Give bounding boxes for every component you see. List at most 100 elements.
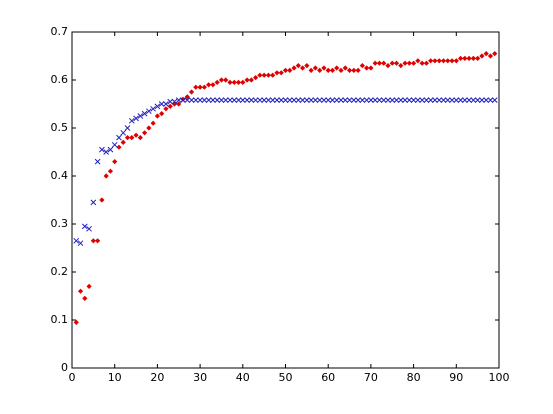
- x-marker: [244, 97, 250, 104]
- x-tick-label: 100: [489, 371, 510, 384]
- x-marker: [453, 97, 460, 104]
- diamond-marker: [342, 65, 348, 71]
- x-marker: [286, 97, 293, 104]
- diamond-marker: [270, 72, 276, 78]
- diamond-marker: [457, 55, 464, 61]
- diamond-marker: [265, 72, 272, 78]
- diamond-marker: [197, 84, 203, 90]
- diamond-marker: [278, 70, 284, 76]
- diamond-marker: [449, 58, 455, 64]
- diamond-marker: [355, 67, 361, 73]
- diamond-marker: [436, 58, 442, 64]
- x-marker: [397, 97, 404, 104]
- diamond-marker: [462, 55, 468, 61]
- x-marker: [338, 97, 344, 104]
- diamond-marker: [376, 60, 383, 66]
- diamond-marker: [282, 67, 289, 73]
- x-marker: [457, 97, 464, 104]
- x-marker: [81, 223, 88, 230]
- x-tick-label: 90: [449, 371, 463, 384]
- x-marker: [171, 98, 178, 105]
- diamond-marker: [423, 60, 430, 66]
- x-marker: [436, 97, 443, 104]
- x-marker: [487, 97, 494, 104]
- diamond-marker: [116, 144, 122, 150]
- diamond-marker: [389, 60, 395, 66]
- x-marker: [372, 97, 379, 104]
- x-tick-label: 20: [150, 371, 164, 384]
- x-marker: [427, 97, 434, 104]
- x-marker: [205, 97, 212, 104]
- x-marker: [231, 97, 238, 104]
- diamond-marker: [248, 77, 254, 83]
- x-marker: [257, 97, 263, 104]
- diamond-marker: [304, 63, 310, 69]
- diamond-marker: [227, 79, 233, 85]
- y-tick-label: 0.6: [51, 73, 69, 86]
- x-marker: [90, 199, 97, 206]
- x-marker: [479, 97, 485, 104]
- x-marker: [470, 97, 477, 104]
- x-marker: [103, 149, 110, 155]
- diamond-marker: [261, 72, 267, 78]
- x-marker: [124, 125, 131, 131]
- x-marker: [184, 97, 191, 104]
- x-marker: [252, 97, 259, 104]
- x-marker: [474, 97, 481, 104]
- diamond-marker: [406, 60, 412, 66]
- diamond-marker: [77, 288, 84, 294]
- x-marker: [128, 117, 135, 124]
- x-marker: [167, 98, 174, 105]
- diamond-marker: [317, 67, 323, 73]
- diamond-marker: [82, 295, 88, 301]
- x-marker: [355, 97, 361, 104]
- x-marker: [197, 97, 203, 104]
- diamond-marker: [103, 173, 109, 179]
- diamond-marker: [154, 113, 160, 119]
- diamond-marker: [99, 197, 105, 203]
- x-marker: [449, 97, 455, 104]
- diamond-marker: [244, 77, 250, 83]
- x-marker: [107, 146, 114, 153]
- y-tick-label: 0: [61, 361, 68, 374]
- diamond-marker: [351, 67, 357, 73]
- diamond-marker: [188, 89, 195, 95]
- x-marker: [321, 97, 327, 104]
- diamond-marker: [184, 94, 190, 100]
- x-marker: [180, 97, 186, 104]
- x-marker: [342, 97, 349, 104]
- x-marker: [368, 97, 374, 104]
- diamond-marker: [214, 79, 220, 85]
- diamond-marker: [415, 58, 421, 64]
- x-marker: [111, 141, 118, 148]
- diamond-marker: [368, 65, 374, 71]
- diamond-marker: [321, 65, 327, 71]
- x-marker: [346, 97, 353, 104]
- x-marker: [380, 97, 387, 104]
- diamond-marker: [167, 103, 173, 109]
- x-marker: [415, 97, 421, 104]
- x-marker: [419, 97, 425, 104]
- x-marker: [94, 158, 101, 165]
- x-marker: [146, 108, 152, 115]
- x-marker: [99, 146, 105, 153]
- x-marker: [325, 97, 332, 104]
- x-marker: [308, 97, 314, 104]
- diamond-marker: [470, 55, 476, 61]
- diamond-marker: [223, 77, 229, 83]
- diamond-marker: [176, 101, 182, 107]
- x-marker: [376, 97, 383, 104]
- x-marker: [141, 110, 148, 117]
- y-tick-label: 0.1: [51, 313, 69, 326]
- x-marker: [282, 97, 289, 104]
- x-tick-label: 10: [108, 371, 122, 384]
- y-tick-label: 0.7: [51, 25, 69, 38]
- diamond-marker: [107, 168, 114, 174]
- x-marker: [188, 97, 195, 104]
- x-marker: [491, 97, 498, 104]
- diamond-marker: [201, 84, 207, 90]
- x-marker: [278, 97, 285, 104]
- x-tick-label: 80: [407, 371, 421, 384]
- diamond-marker: [338, 67, 344, 73]
- x-marker: [269, 97, 276, 104]
